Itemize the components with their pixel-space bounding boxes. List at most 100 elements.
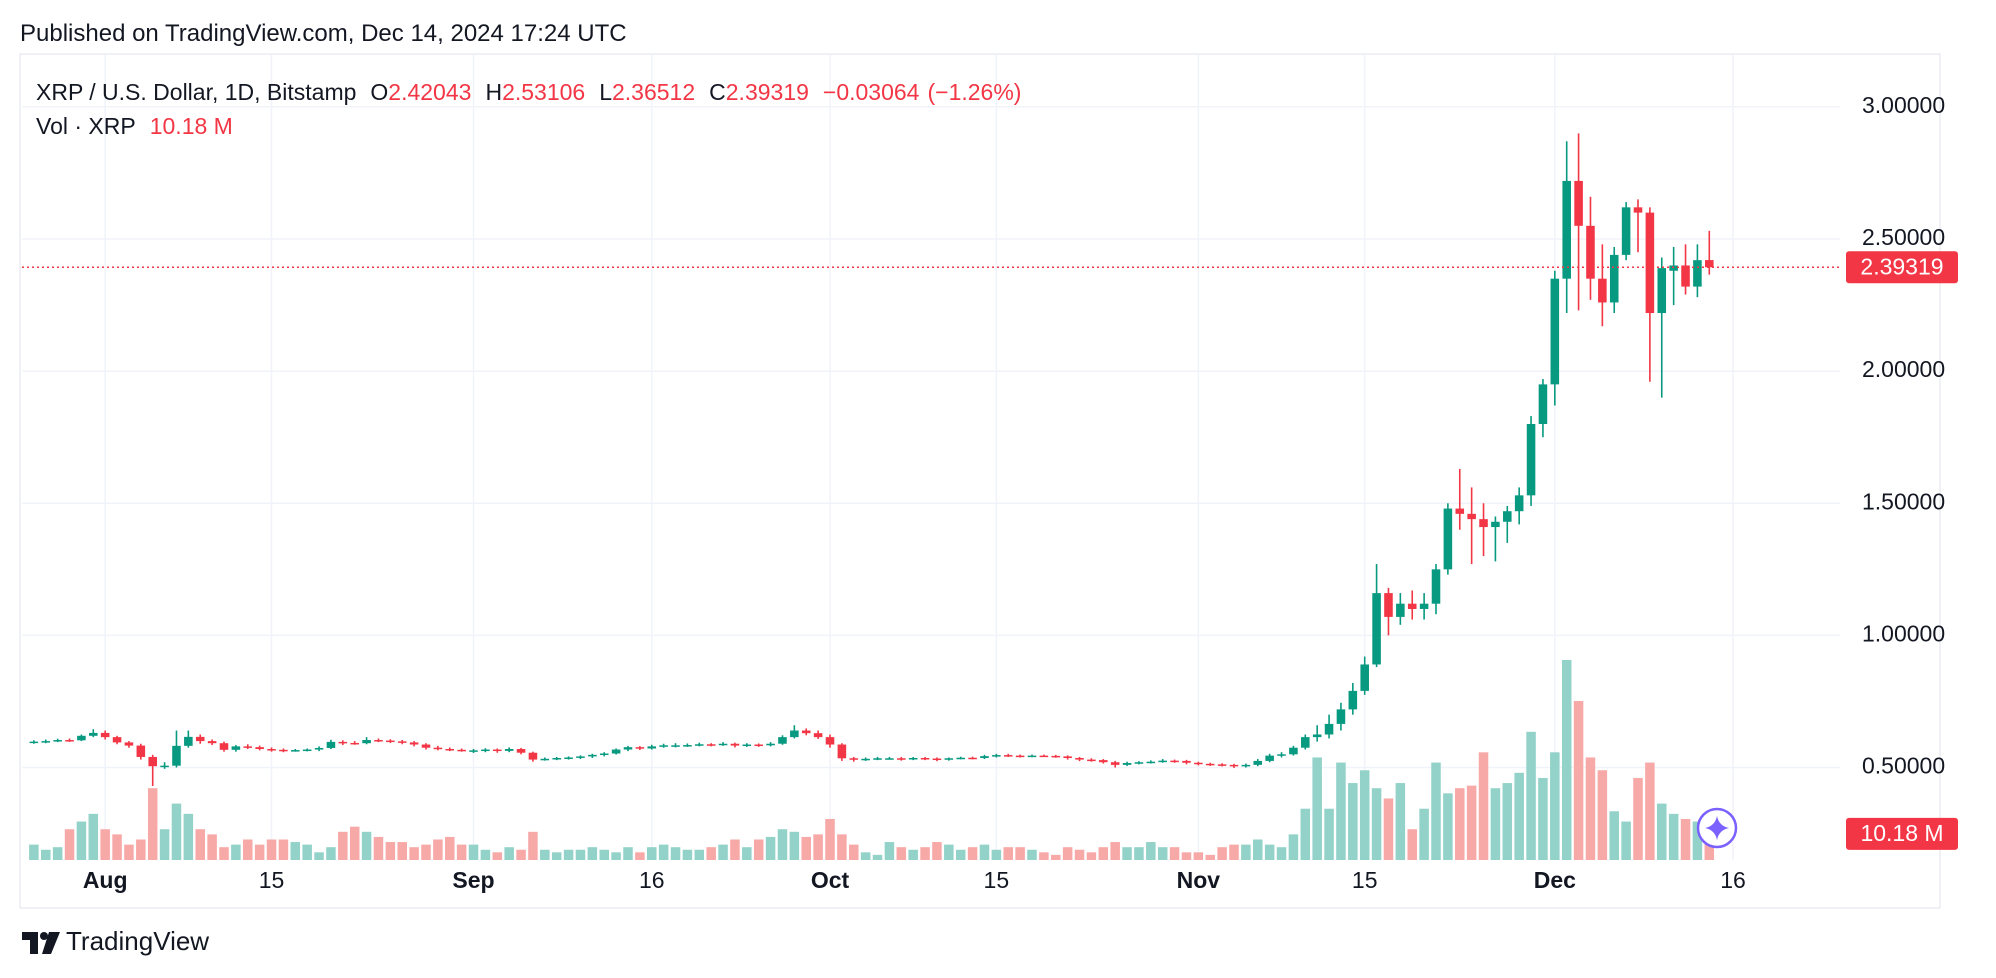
axes: 0.50000 1.00000 1.50000 2.00000 2.50000 3.000… (22, 92, 1958, 893)
volume-bar (385, 842, 396, 860)
candle-body (386, 740, 395, 743)
volume-bar (1359, 770, 1370, 860)
volume-bar (587, 847, 598, 860)
volume-bar (1003, 847, 1013, 860)
candle-body (350, 742, 359, 745)
candle-body (635, 747, 645, 749)
volume-bar (112, 834, 122, 860)
y-tick-label: 2.50000 (1862, 224, 1945, 250)
candle-body (1633, 207, 1643, 213)
candle-body (908, 758, 918, 760)
candle-body (1705, 260, 1714, 268)
volume-bar (361, 831, 372, 860)
candle-body (433, 747, 443, 750)
volume-bar (1466, 785, 1477, 860)
candle-body (89, 732, 98, 736)
candle-body (1609, 254, 1619, 303)
volume-bar (658, 844, 669, 860)
candle-body (778, 737, 787, 744)
volume-bar (599, 849, 609, 860)
candle-body (279, 749, 288, 752)
volume-bar (254, 844, 265, 860)
volume-bar (338, 831, 348, 860)
candle-body (1550, 278, 1560, 385)
brand-name: TradingView (66, 926, 210, 956)
volume-bar (1015, 847, 1025, 860)
logo-part (40, 932, 48, 940)
candles (29, 133, 1714, 787)
volume-bar (492, 852, 503, 860)
candle-body (1336, 709, 1346, 724)
volume-bar (1217, 847, 1227, 860)
volume-bar (1146, 842, 1156, 860)
assistant-icon[interactable] (1696, 807, 1738, 849)
candle-body (493, 749, 502, 752)
candle-body (1503, 511, 1512, 522)
change-value: −0.03064 (822, 79, 920, 105)
candle-body (1253, 760, 1263, 765)
candle-body (362, 740, 371, 744)
volume-bar (1027, 849, 1037, 860)
candle-body (1312, 734, 1322, 738)
candle-body (481, 749, 490, 752)
volume-bar (1526, 731, 1536, 860)
candle-body (849, 758, 859, 760)
candle-body (1217, 764, 1227, 766)
x-tick-label: 15 (259, 867, 285, 893)
volume-label: 10.18 M (1860, 820, 1943, 846)
candle-body (801, 730, 811, 734)
volume-bar (1455, 788, 1465, 860)
icon-star[interactable] (1705, 816, 1729, 840)
candle-body (184, 736, 193, 746)
ohlc-value: 2.42043 (388, 79, 472, 105)
volume-bar (1371, 788, 1382, 860)
candle-body (326, 741, 336, 748)
candle-body (968, 757, 977, 760)
candle-body (837, 744, 847, 759)
volume-bar (635, 852, 645, 860)
volume-bar (742, 847, 752, 860)
volume-bar (504, 847, 514, 860)
volume-bar (373, 836, 384, 860)
candle-body (1586, 225, 1595, 279)
candle-body (53, 740, 62, 742)
candle-body (148, 756, 157, 767)
volume-bar (908, 849, 918, 860)
candle-body (1158, 760, 1167, 763)
candle-body (897, 758, 906, 760)
candle-body (1003, 755, 1013, 757)
volume-bar (302, 844, 312, 860)
volume-bar (136, 839, 146, 860)
ohlc-value: 2.39319 (725, 79, 809, 105)
volume-bar (551, 852, 562, 860)
candle-body (623, 747, 633, 750)
change-percent: (−1.26%) (927, 79, 1022, 105)
x-tick-label: 15 (1352, 867, 1378, 893)
volume-bar (397, 842, 407, 860)
volume-bar (1122, 847, 1132, 860)
candle-body (1194, 762, 1203, 765)
candle-body (647, 746, 657, 749)
candle-body (1099, 760, 1108, 763)
volume-bar (1407, 829, 1417, 860)
volume-bar (1051, 854, 1061, 860)
candle-body (291, 750, 300, 752)
candle-body (172, 745, 181, 766)
x-tick-label: Aug (83, 867, 128, 893)
volume-bar (1645, 762, 1655, 860)
volume-bar (1704, 833, 1715, 860)
volume-bar (171, 803, 182, 860)
candle-body (1241, 764, 1251, 767)
volume-bar (1312, 757, 1322, 860)
candle-body (1229, 764, 1239, 767)
candle-body (754, 744, 763, 747)
volume-bar (528, 831, 538, 860)
volume-bar (1253, 839, 1263, 860)
volume-bar (1538, 777, 1548, 860)
candle-body (1324, 723, 1334, 735)
candle-body (1491, 521, 1500, 528)
volume-bar (1134, 847, 1144, 860)
volume-bar (1336, 762, 1346, 860)
candle-body (445, 749, 455, 751)
volume-bar (1490, 788, 1501, 860)
